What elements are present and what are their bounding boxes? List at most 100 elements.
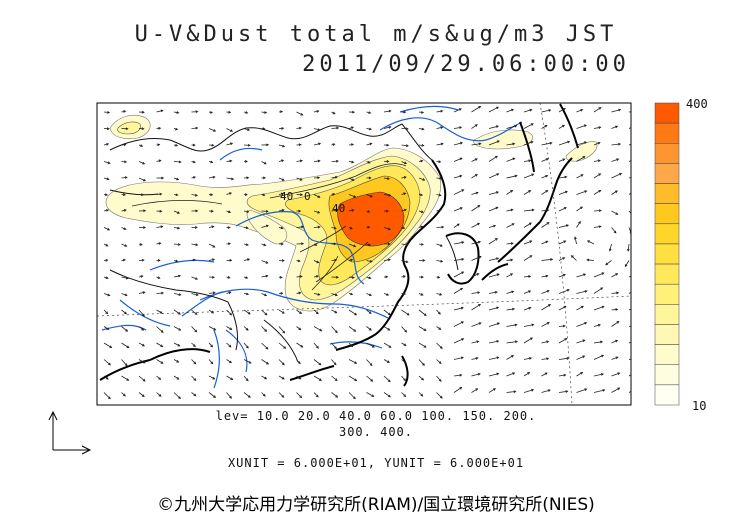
wind-vector-head [351,126,354,130]
wind-vector-head [213,129,217,132]
wind-vector-head [510,190,514,193]
wind-vector-head [565,224,569,227]
wind-vector [173,161,181,163]
wind-vector [173,309,181,315]
wind-vector-head [544,372,548,376]
wind-vector-head [353,329,357,332]
wind-vector-head [123,209,127,212]
wind-vector-head [210,160,214,164]
wind-vector-head [175,193,179,197]
wind-vector-head [420,293,424,296]
wind-vector-head [228,291,232,295]
wind-vector [138,392,145,397]
wind-vector-head [266,143,270,147]
wind-vector [313,392,319,398]
wind-vector-head [562,257,566,260]
wind-vector-head [496,306,500,310]
wind-vector [488,207,498,212]
wind-vector-head [245,226,249,230]
wind-vector [628,177,631,179]
wind-vector [453,207,463,212]
wind-vector-head [528,275,532,278]
wind-vector-head [299,178,303,181]
wind-vector-head [615,212,619,215]
wind-vector-head [567,140,571,144]
wind-vector-head [423,313,427,317]
wind-vector-head [562,273,566,277]
wind-vector [506,308,515,311]
wind-vector-head [564,175,568,179]
coast-kamchatka [559,103,579,149]
wind-vector-head [333,362,337,366]
wind-vector-head [281,394,285,398]
chart-title: U-V&Dust total m/s&ug/m3 JST [134,22,618,47]
wind-vector-head [141,127,145,131]
wind-vector [558,257,565,261]
wind-vector-head [510,208,514,212]
wind-vector [348,392,356,399]
wind-vector-head [334,378,338,382]
wind-vector [313,226,320,228]
wind-vector-head [193,361,197,365]
wind-vector-head [246,176,250,180]
wind-vector-head [124,176,128,179]
wind-vector-head [420,275,424,279]
wind-vector-head [419,193,424,197]
wind-vector-head [194,329,198,333]
wind-vector [611,227,617,234]
wind-vector-head [388,109,392,113]
wind-vector-head [495,125,499,128]
wind-vector [506,372,515,377]
contour-line [131,199,223,207]
wind-vector-head [459,386,463,390]
wind-vector [471,143,481,146]
wind-vector-head [405,243,409,247]
wind-vector [523,160,531,162]
wind-vector [541,125,548,129]
wind-vector-head [460,356,464,360]
wind-vector-head [175,259,179,263]
wind-vector [558,158,565,162]
river-west [219,147,263,161]
wind-vector [453,241,464,245]
wind-vector [331,176,338,179]
wind-vector-head [125,276,129,280]
wind-vector-head [563,240,567,244]
wind-vector [624,260,630,267]
wind-vector [366,260,373,263]
wind-vector-head [600,373,604,376]
wind-vector-head [548,304,552,307]
wind-vector-head [192,258,196,262]
wind-vector [628,291,631,294]
wind-vector [506,223,515,228]
wind-vector-head [142,161,146,165]
wind-vector-head [564,190,568,194]
wind-vector-head [316,345,319,349]
wind-vector-head [511,223,515,226]
wind-vector-head [369,259,373,263]
wind-vector [576,190,587,195]
wind-vector [523,290,531,294]
wind-vector-head [580,371,584,375]
wind-vector [628,144,631,146]
wind-vector-head [141,110,145,114]
wind-vector-head [298,291,302,295]
colorbar-swatch [654,243,680,265]
wind-vector [261,260,268,264]
wind-vector-head [566,357,570,360]
wind-vector [313,375,322,381]
wind-vector-head [584,322,588,325]
wind-vector [506,273,513,278]
wind-vector-head [142,291,146,294]
wind-vector-head [511,307,516,311]
wind-vector-head [176,211,180,214]
wind-vector-head [299,275,303,278]
wind-vector-head [597,323,601,327]
wind-vector [103,309,108,314]
wind-vector [261,375,267,380]
wind-vector-head [615,125,619,129]
wind-vector-head [605,262,609,266]
wind-vector [453,321,464,327]
wind-vector-head [403,176,407,179]
wind-vector-head [213,327,217,331]
